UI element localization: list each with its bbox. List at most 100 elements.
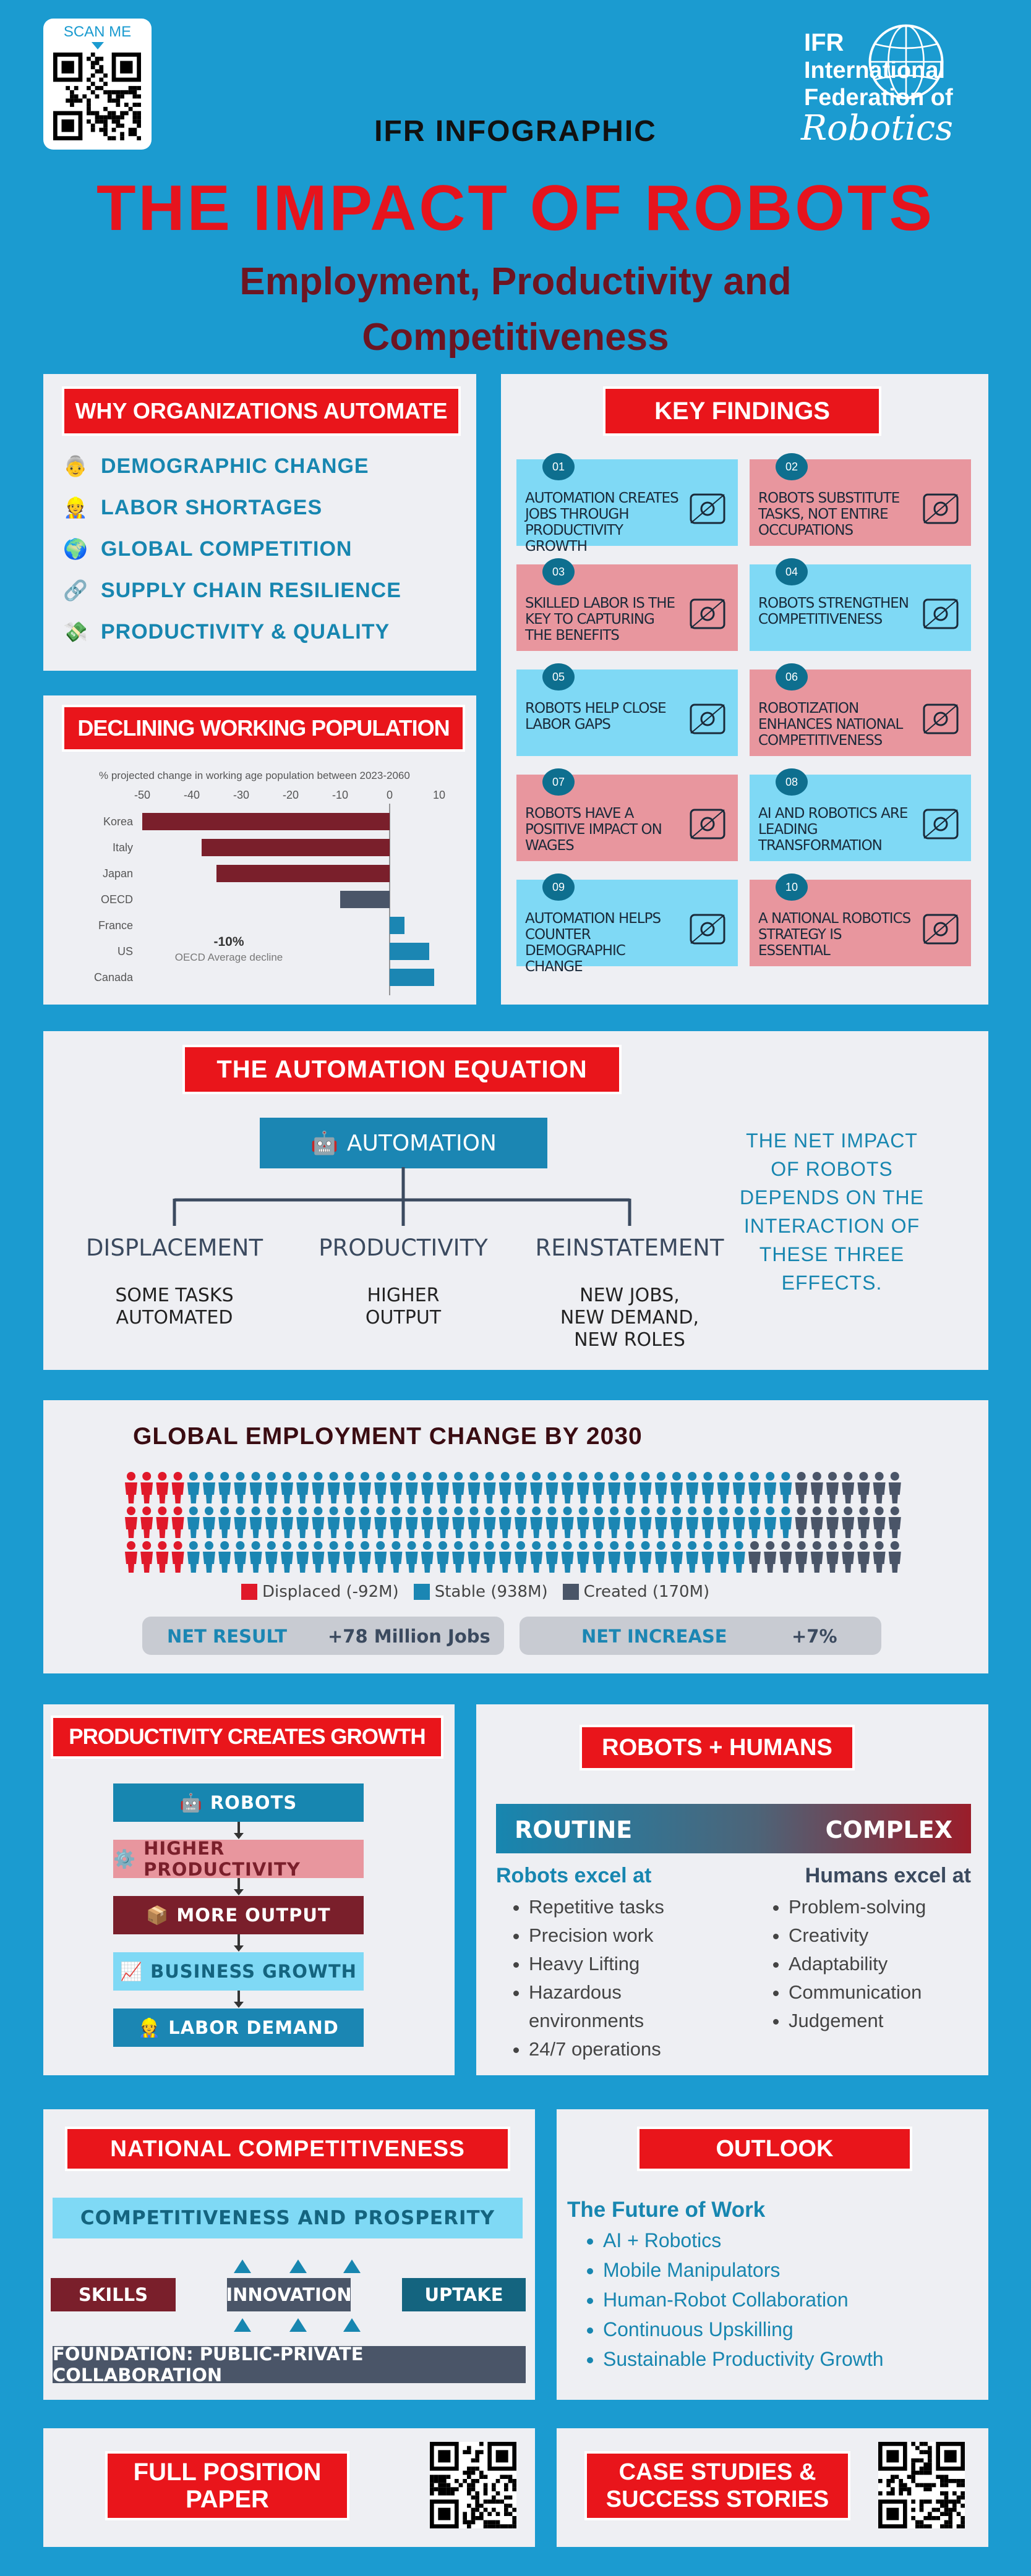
handshake-icon xyxy=(919,592,962,635)
person-icon xyxy=(140,1507,153,1538)
bar-france xyxy=(390,917,404,934)
humans-excel-list: Problem-solvingCreativityAdaptabilityCom… xyxy=(770,1893,993,2035)
people-pictogram xyxy=(125,1472,901,1573)
person-icon xyxy=(498,1472,511,1503)
worker-icon: 👷 xyxy=(63,496,88,519)
legend-item: Created (170M) xyxy=(562,1583,709,1601)
paper-line2: PAPER xyxy=(186,2486,269,2513)
branch-desc: SOME TASKS xyxy=(115,1285,234,1306)
brain-gear-icon xyxy=(686,592,729,635)
person-icon xyxy=(779,1472,792,1503)
flow-step: 📈 BUSINESS GROWTH xyxy=(113,1952,364,1991)
full-position-paper-button[interactable]: FULL POSITION PAPER xyxy=(105,2451,349,2520)
legend-swatch xyxy=(241,1584,257,1600)
case-studies-button[interactable]: CASE STUDIES & SUCCESS STORIES xyxy=(584,2451,850,2520)
flow-arrow xyxy=(237,1934,240,1948)
person-icon xyxy=(218,1507,231,1538)
humans-excel-title: Humans excel at xyxy=(805,1864,971,1887)
finding-number: 03 xyxy=(542,558,575,585)
paper-qr-code[interactable] xyxy=(430,2442,516,2528)
infographic-label: IFR INFOGRAPHIC xyxy=(374,115,657,148)
category-label: US xyxy=(118,945,133,958)
oecd-annotation-text: OECD Average decline xyxy=(175,951,283,963)
person-icon xyxy=(405,1507,418,1538)
robots-excel-item: 24/7 operations xyxy=(529,2035,733,2064)
robot-icon: 🤖 xyxy=(310,1131,338,1156)
x-tick-label: -10 xyxy=(332,789,348,801)
globe-logo-icon xyxy=(868,24,944,100)
robots-humans-heading: ROBOTS + HUMANS xyxy=(580,1725,855,1770)
person-icon xyxy=(249,1507,262,1538)
person-icon xyxy=(545,1472,558,1503)
scan-me-label: SCAN ME xyxy=(63,23,132,40)
net-increase-value: +7% xyxy=(792,1626,837,1647)
person-icon xyxy=(203,1507,215,1538)
qr-code[interactable] xyxy=(53,53,141,140)
up-arrow-icon xyxy=(289,2318,307,2332)
x-tick-label: -40 xyxy=(184,789,200,801)
flow-arrow xyxy=(237,1878,240,1892)
finding-text: AI AND ROBOTICS ARE LEADING TRANSFORMATI… xyxy=(758,806,908,854)
finding-card: 10 A NATIONAL ROBOTICS STRATEGY IS ESSENT… xyxy=(750,874,971,966)
logo-line1: IFR xyxy=(804,29,844,56)
person-icon xyxy=(327,1472,340,1503)
skills-box: SKILLS xyxy=(51,2278,176,2311)
why-item-label: GLOBAL COMPETITION xyxy=(101,537,353,561)
finding-number: 09 xyxy=(542,874,575,901)
person-icon xyxy=(826,1541,839,1573)
person-icon xyxy=(296,1472,309,1503)
scan-me-card[interactable]: SCAN ME xyxy=(43,19,152,150)
net-increase-box: NET INCREASE +7% xyxy=(520,1617,881,1655)
person-icon xyxy=(312,1541,325,1573)
finding-card: 04 ROBOTS STRENGTHEN COMPETITIVENESS xyxy=(750,558,971,651)
person-icon xyxy=(515,1472,527,1503)
person-icon xyxy=(405,1541,418,1573)
box-icon: 📦 xyxy=(146,1904,169,1926)
flow-step: 🤖 ROBOTS xyxy=(113,1783,364,1822)
finding-card: 09 AUTOMATION HELPS COUNTER DEMOGRAPHIC C… xyxy=(516,874,738,975)
person-icon xyxy=(888,1472,901,1503)
finding-number: 02 xyxy=(776,453,808,480)
cases-qr-code[interactable] xyxy=(878,2442,965,2528)
flow-arrow-head xyxy=(234,1889,244,1895)
person-icon xyxy=(156,1472,169,1503)
page-subtitle-line2: Competitiveness xyxy=(362,316,669,359)
person-icon xyxy=(515,1541,527,1573)
robot-icon xyxy=(919,487,962,530)
flow-arrow-head xyxy=(234,2002,244,2008)
humans-excel-item: Problem-solving xyxy=(789,1893,993,1921)
person-icon xyxy=(515,1507,527,1538)
person-icon xyxy=(265,1507,278,1538)
category-label: Korea xyxy=(103,815,134,828)
person-icon xyxy=(249,1472,262,1503)
finding-number: 01 xyxy=(542,453,575,480)
person-icon xyxy=(483,1507,496,1538)
branch-desc: NEW DEMAND, xyxy=(560,1307,699,1328)
equation-note-line: THE NET IMPACT xyxy=(746,1129,918,1152)
person-icon xyxy=(234,1472,247,1503)
person-icon xyxy=(576,1507,589,1538)
person-icon xyxy=(234,1507,247,1538)
finding-card: 06 ROBOTIZATION ENHANCES NATIONAL COMPETI… xyxy=(750,663,971,756)
oecd-annotation-value: -10% xyxy=(213,935,244,949)
category-label: Japan xyxy=(103,867,133,880)
finding-text: AUTOMATION CREATES JOBS THROUGH PRODUCTI… xyxy=(525,490,679,555)
person-icon xyxy=(530,1472,543,1503)
why-item-label: PRODUCTIVITY & QUALITY xyxy=(101,620,390,644)
equation-note-line: INTERACTION OF xyxy=(743,1215,920,1237)
person-icon xyxy=(545,1541,558,1573)
person-icon xyxy=(654,1472,667,1503)
person-icon xyxy=(140,1472,153,1503)
ifr-logo[interactable]: IFR International Federation of Robotics xyxy=(798,22,1008,158)
person-icon xyxy=(437,1472,449,1503)
automation-root-box: 🤖 AUTOMATION xyxy=(260,1118,547,1168)
paper-line1: FULL POSITION xyxy=(133,2459,322,2486)
finding-number: 10 xyxy=(776,874,808,901)
person-icon xyxy=(281,1472,293,1503)
person-icon xyxy=(764,1507,777,1538)
person-icon xyxy=(764,1541,777,1573)
strategy-board-icon xyxy=(919,908,962,951)
person-icon xyxy=(187,1541,200,1573)
person-icon xyxy=(748,1541,761,1573)
legend-item: Stable (938M) xyxy=(413,1583,548,1601)
